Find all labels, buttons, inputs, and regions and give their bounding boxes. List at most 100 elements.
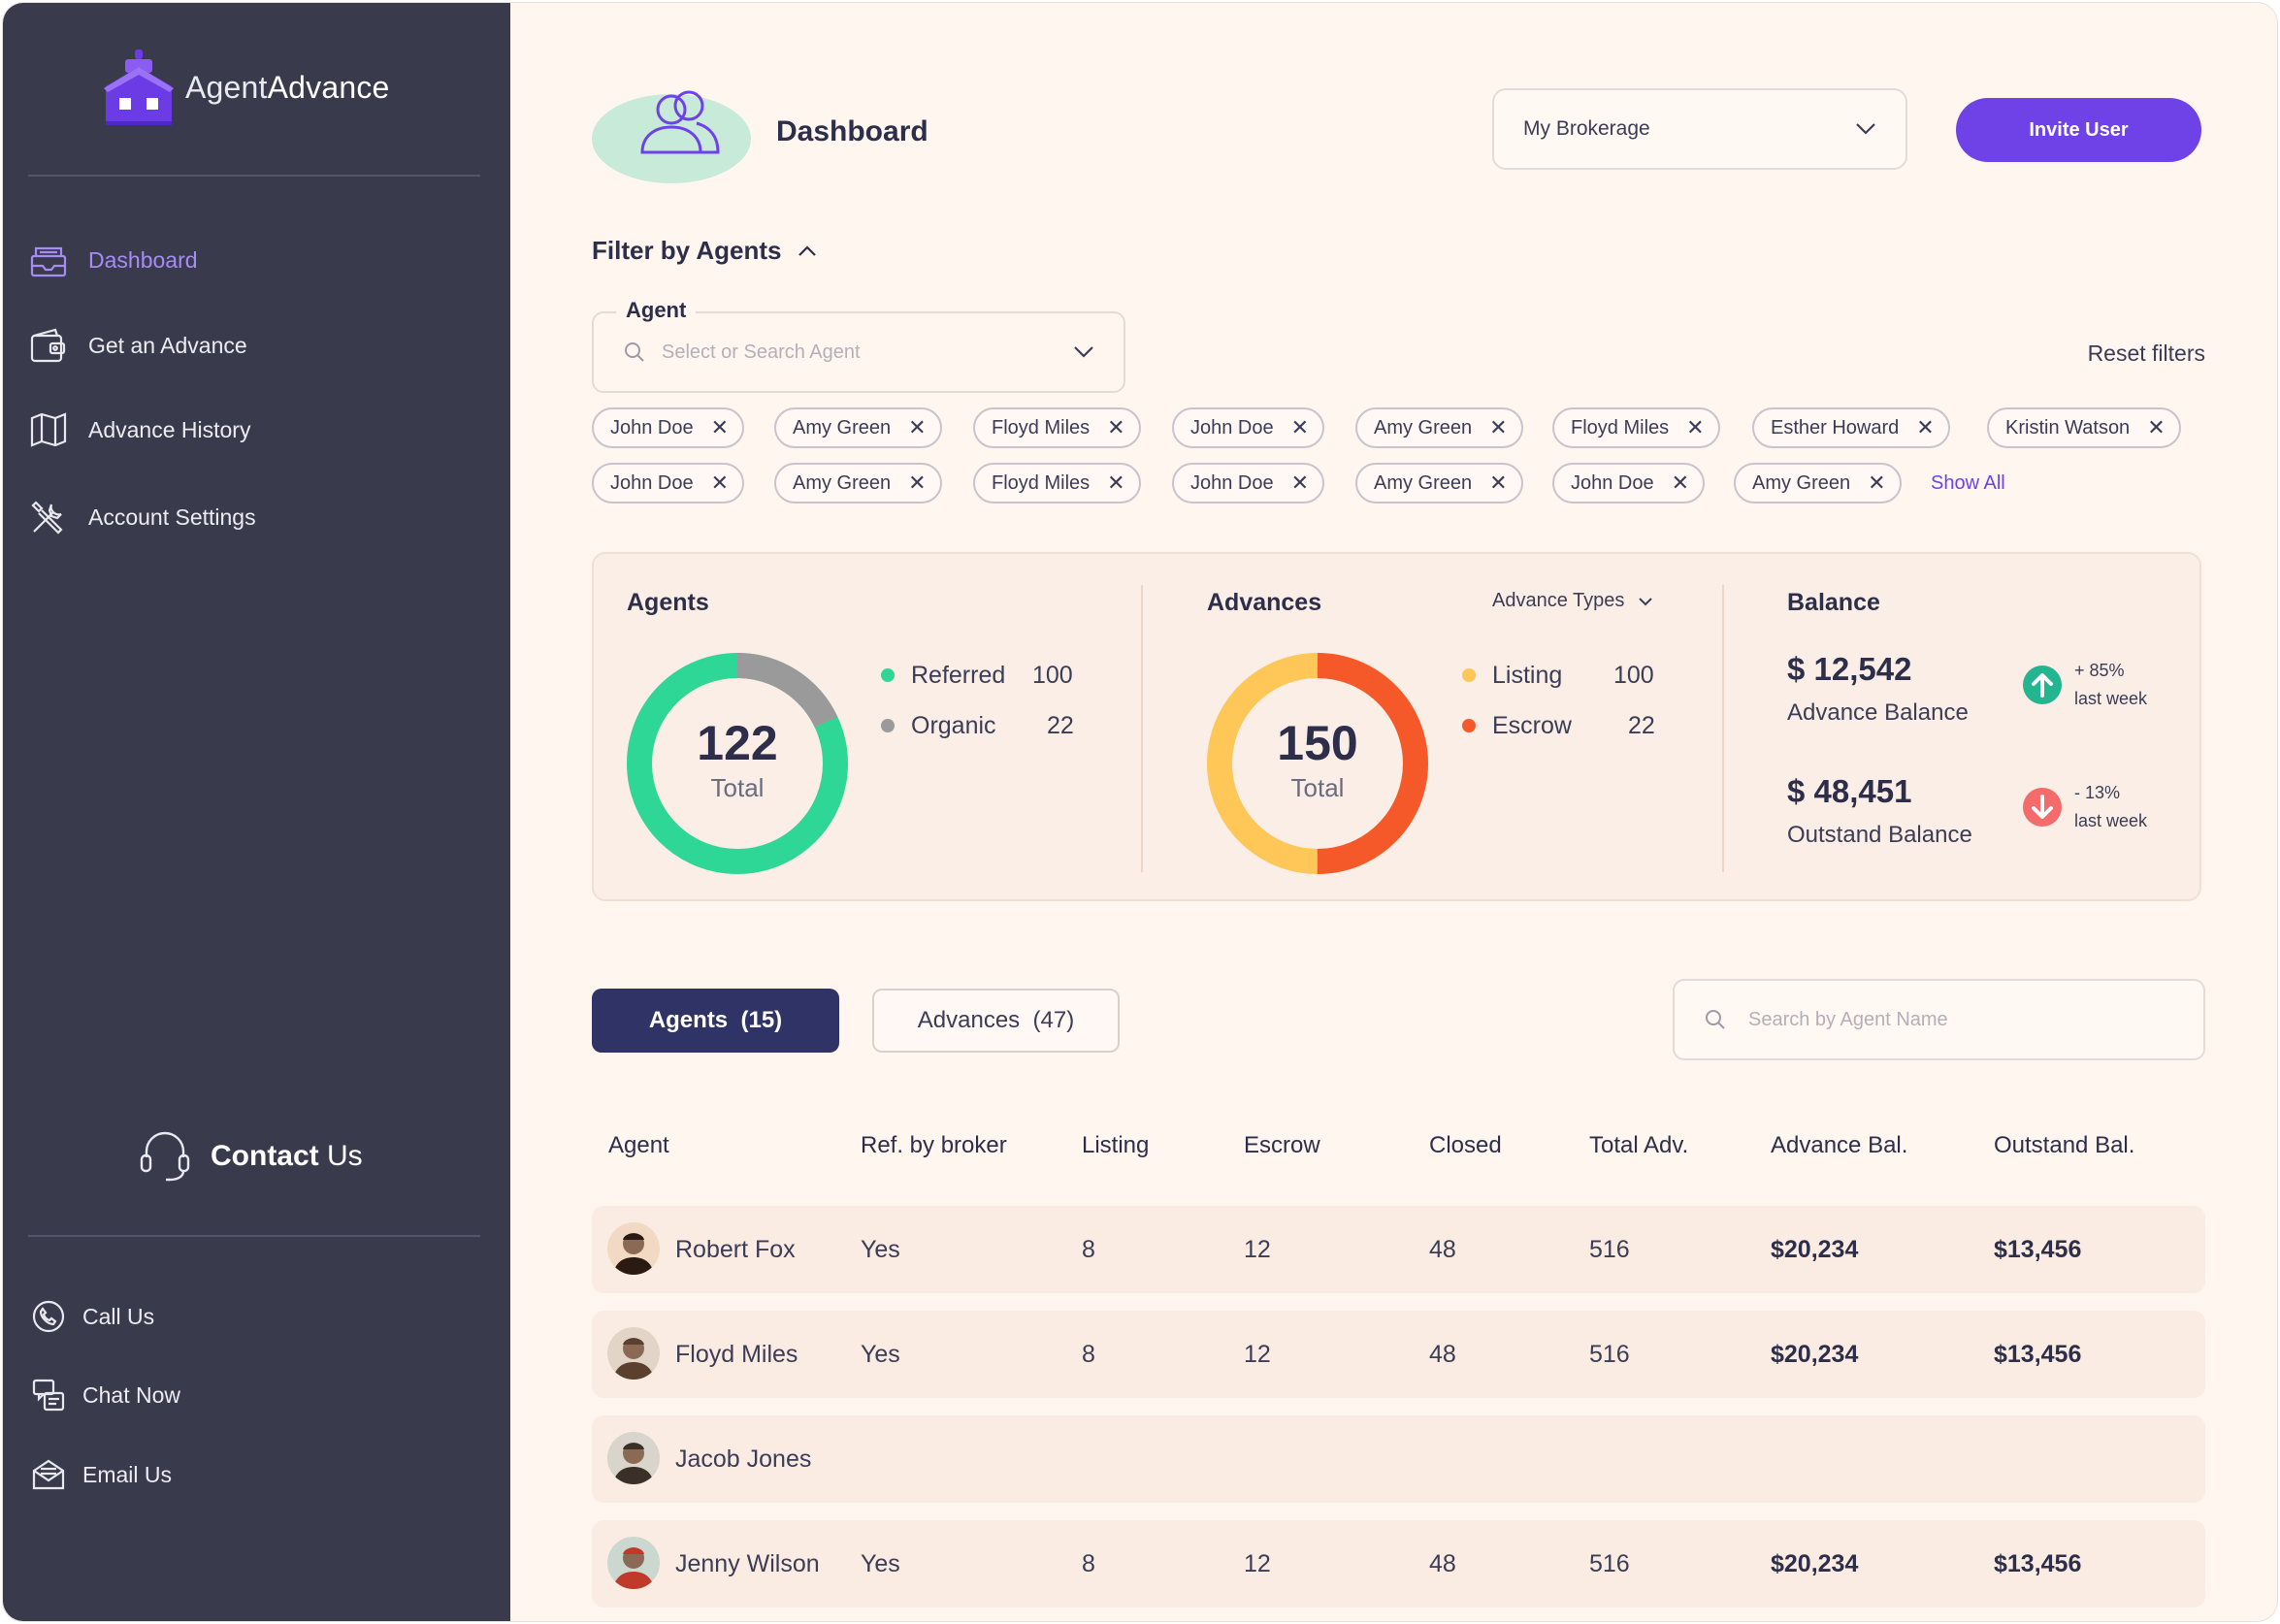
donut-segment-escrow <box>1207 653 1428 874</box>
column-header-agent[interactable]: Agent <box>608 1132 669 1158</box>
legend-organic: Organic <box>881 709 996 742</box>
agents-donut-chart <box>627 653 848 874</box>
close-icon[interactable]: ✕ <box>908 415 927 439</box>
table-row[interactable]: Floyd Miles Yes 8 12 48 516 $20,234 $13,456 <box>592 1311 2205 1398</box>
close-icon[interactable]: ✕ <box>1868 471 1886 495</box>
table-row[interactable]: Jenny Wilson Yes 8 12 48 516 $20,234 $13,456 <box>592 1520 2205 1608</box>
table-row[interactable]: Jacob Jones <box>592 1415 2205 1503</box>
change-period: last week <box>2074 810 2148 830</box>
column-header-advance-bal[interactable]: Advance Bal. <box>1771 1132 1908 1158</box>
filter-chip: Esther Howard ✕ <box>1752 407 1950 448</box>
cell-escrow: 12 <box>1244 1340 1271 1368</box>
column-header-total-adv[interactable]: Total Adv. <box>1589 1132 1689 1158</box>
chip-label: Amy Green <box>1374 416 1473 438</box>
column-header-listing[interactable]: Listing <box>1082 1132 1150 1158</box>
sidebar: AgentAdvance Dashboard Get an Advance Ad… <box>3 3 510 1621</box>
chip-label: John Doe <box>1190 416 1274 438</box>
agents-donut-center: 122 Total <box>626 715 849 803</box>
cell-advance-bal: $20,234 <box>1771 1549 1859 1577</box>
close-icon[interactable]: ✕ <box>1489 415 1508 439</box>
table-row[interactable]: Robert Fox Yes 8 12 48 516 $20,234 $13,456 <box>592 1206 2205 1293</box>
legend-listing: Listing <box>1462 659 1562 692</box>
close-icon[interactable]: ✕ <box>1489 471 1508 495</box>
legend-dot <box>881 668 895 682</box>
email-us-link[interactable]: Email Us <box>28 1451 172 1498</box>
chip-label: John Doe <box>610 471 694 494</box>
close-icon[interactable]: ✕ <box>1107 415 1125 439</box>
legend-escrow: Escrow <box>1462 709 1572 742</box>
tab-agents[interactable]: Agents (15) <box>592 989 839 1053</box>
sidebar-item-get-advance[interactable]: Get an Advance <box>28 322 247 369</box>
cell-listing: 8 <box>1082 1235 1095 1263</box>
agent-name-search[interactable]: Search by Agent Name <box>1673 979 2205 1060</box>
close-icon[interactable]: ✕ <box>1107 471 1125 495</box>
filter-chip: John Doe ✕ <box>592 407 745 448</box>
cell-escrow: 12 <box>1244 1235 1271 1263</box>
close-icon[interactable]: ✕ <box>1290 415 1310 439</box>
brokerage-select[interactable]: My Brokerage <box>1492 88 1907 170</box>
chip-label: Floyd Miles <box>992 416 1091 438</box>
close-icon[interactable]: ✕ <box>1290 471 1310 495</box>
filter-chip: Amy Green ✕ <box>1734 463 1902 503</box>
column-header-outstand-bal[interactable]: Outstand Bal. <box>1994 1132 2135 1158</box>
close-icon[interactable]: ✕ <box>1686 415 1705 439</box>
close-icon[interactable]: ✕ <box>2147 415 2166 439</box>
chevron-down-icon <box>1074 346 1093 358</box>
sidebar-item-label: Advance History <box>88 416 251 442</box>
column-header-escrow[interactable]: Escrow <box>1244 1132 1320 1158</box>
filter-toggle[interactable]: Filter by Agents <box>592 236 817 266</box>
sidebar-item-advance-history[interactable]: Advance History <box>28 406 250 453</box>
filter-chip: Floyd Miles ✕ <box>1552 407 1720 448</box>
agents-total-value: 122 <box>697 716 778 770</box>
sidebar-item-label: Dashboard <box>88 246 198 273</box>
cell-escrow: 12 <box>1244 1549 1271 1577</box>
contact-us[interactable]: Contact Us <box>137 1128 363 1185</box>
advance-types-dropdown[interactable]: Advance Types <box>1492 590 1653 612</box>
cell-ref: Yes <box>861 1235 900 1263</box>
call-us-link[interactable]: Call Us <box>28 1293 154 1340</box>
avatar <box>607 1432 660 1484</box>
phone-icon <box>28 1296 69 1337</box>
stats-panel: Agents 122 Total Referred 100 Organic 22… <box>592 552 2201 901</box>
close-icon[interactable]: ✕ <box>1671 471 1690 495</box>
cell-outstand-bal: $13,456 <box>1994 1549 2082 1577</box>
chat-now-link[interactable]: Chat Now <box>28 1372 180 1418</box>
change-value: - 13% <box>2074 783 2121 802</box>
sidebar-item-account-settings[interactable]: Account Settings <box>28 494 256 540</box>
legend-label: Organic <box>911 711 996 739</box>
cell-advance-bal: $20,234 <box>1771 1340 1859 1368</box>
reset-filters-link[interactable]: Reset filters <box>2087 341 2205 366</box>
legend-dot <box>1462 668 1476 682</box>
logo[interactable]: AgentAdvance <box>100 46 390 129</box>
invite-user-button[interactable]: Invite User <box>1956 98 2201 162</box>
legend-referred: Referred <box>881 659 1005 692</box>
advances-donut-chart <box>1207 653 1428 874</box>
inbox-icon <box>28 240 69 280</box>
cell-closed: 48 <box>1429 1235 1456 1263</box>
close-icon[interactable]: ✕ <box>1916 415 1935 439</box>
stats-divider <box>1722 585 1724 872</box>
agent-search-select[interactable]: Select or Search Agent <box>592 311 1125 393</box>
sidebar-item-dashboard[interactable]: Dashboard <box>28 237 198 283</box>
agent-search-placeholder: Select or Search Agent <box>662 341 861 363</box>
wallet-icon <box>28 325 69 366</box>
tab-advances[interactable]: Advances (47) <box>872 989 1120 1053</box>
close-icon[interactable]: ✕ <box>908 471 927 495</box>
column-header-ref-by-broker[interactable]: Ref. by broker <box>861 1132 1007 1158</box>
agent-field-label: Agent <box>616 298 697 323</box>
close-icon[interactable]: ✕ <box>710 415 730 439</box>
column-header-closed[interactable]: Closed <box>1429 1132 1502 1158</box>
avatar <box>607 1222 660 1275</box>
cell-agent-name: Floyd Miles <box>675 1340 798 1368</box>
filter-chip: Floyd Miles ✕ <box>973 407 1141 448</box>
chevron-up-icon <box>798 244 816 256</box>
chat-icon <box>28 1375 69 1415</box>
cell-ref: Yes <box>861 1549 900 1577</box>
cell-advance-bal: $20,234 <box>1771 1235 1859 1263</box>
avatar <box>607 1537 660 1589</box>
chip-label: Amy Green <box>1752 471 1851 494</box>
legend-listing-value: 100 <box>1613 661 1654 689</box>
show-all-link[interactable]: Show All <box>1931 472 2005 494</box>
close-icon[interactable]: ✕ <box>710 471 730 495</box>
chip-label: Floyd Miles <box>1571 416 1670 438</box>
